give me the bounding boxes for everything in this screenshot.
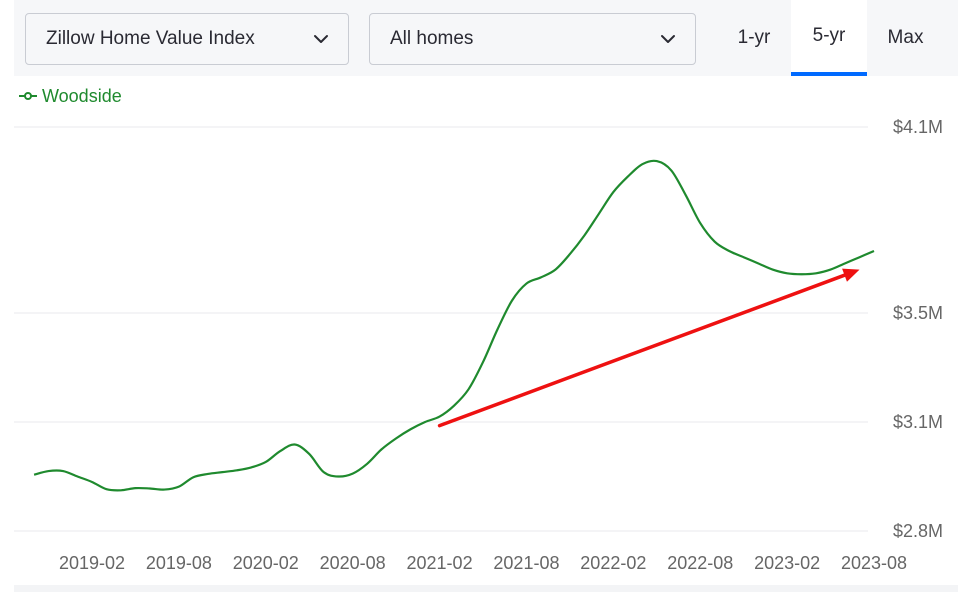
data-point[interactable]	[421, 418, 429, 426]
data-point[interactable]	[218, 468, 226, 476]
data-point[interactable]	[146, 484, 154, 492]
data-point[interactable]	[247, 463, 255, 471]
y-axis-ticks: $4.1M $3.5M $3.1M $2.8M	[893, 117, 943, 541]
data-point[interactable]	[740, 253, 748, 261]
x-tick-label: 2019-08	[146, 553, 212, 573]
data-point[interactable]	[88, 478, 96, 486]
home-type-select-value: All homes	[390, 28, 474, 49]
data-point[interactable]	[59, 467, 67, 475]
chevron-down-icon	[661, 35, 675, 43]
data-point[interactable]	[638, 160, 646, 168]
x-axis-ticks: 2019-02 2019-08 2020-02 2020-08 2021-02 2021-…	[59, 553, 907, 573]
data-point[interactable]	[378, 445, 386, 453]
x-tick-label: 2022-08	[667, 553, 733, 573]
data-point[interactable]	[305, 450, 313, 458]
data-point[interactable]	[392, 434, 400, 442]
series-layer	[30, 157, 878, 494]
y-tick-label: $2.8M	[893, 521, 943, 541]
data-point[interactable]	[117, 486, 125, 494]
chart-legend[interactable]: Woodside	[18, 84, 122, 108]
x-tick-label: 2021-02	[407, 553, 473, 573]
data-point[interactable]	[493, 325, 501, 333]
x-tick-label: 2021-08	[493, 553, 559, 573]
data-point[interactable]	[407, 425, 415, 433]
series-line-woodside[interactable]	[33, 159, 875, 492]
data-point[interactable]	[204, 470, 212, 478]
x-tick-label: 2023-02	[754, 553, 820, 573]
annotation-layer	[437, 268, 860, 428]
data-point[interactable]	[595, 210, 603, 218]
data-point[interactable]	[160, 486, 168, 494]
x-tick-label: 2020-08	[320, 553, 386, 573]
data-point[interactable]	[783, 269, 791, 277]
tab-5-yr[interactable]: 5-yr	[791, 0, 867, 76]
data-point[interactable]	[827, 266, 835, 274]
data-point[interactable]	[580, 232, 588, 240]
data-point[interactable]	[812, 269, 820, 277]
metric-select-value: Zillow Home Value Index	[46, 28, 255, 49]
y-tick-label: $3.5M	[893, 303, 943, 323]
legend-label-woodside: Woodside	[42, 85, 122, 106]
data-point[interactable]	[667, 166, 675, 174]
data-point[interactable]	[870, 247, 878, 255]
data-point[interactable]	[653, 157, 661, 165]
data-point[interactable]	[189, 473, 197, 481]
data-point[interactable]	[609, 188, 617, 196]
data-point[interactable]	[175, 483, 183, 491]
data-point[interactable]	[363, 460, 371, 468]
home-type-select[interactable]: All homes	[369, 13, 696, 65]
chevron-down-icon	[314, 35, 328, 43]
data-point[interactable]	[479, 358, 487, 366]
data-point[interactable]	[102, 485, 110, 493]
data-point[interactable]	[262, 458, 270, 466]
data-point[interactable]	[841, 259, 849, 267]
data-point[interactable]	[30, 471, 38, 479]
annotation-arrow-head	[842, 268, 860, 282]
data-point[interactable]	[798, 270, 806, 278]
data-point[interactable]	[320, 468, 328, 476]
data-point[interactable]	[349, 470, 357, 478]
tab-max[interactable]: Max	[887, 27, 924, 48]
data-point[interactable]	[711, 238, 719, 246]
y-tick-label: $3.1M	[893, 412, 943, 432]
data-point[interactable]	[769, 266, 777, 274]
data-point[interactable]	[276, 447, 284, 455]
data-point[interactable]	[131, 484, 139, 492]
data-point[interactable]	[566, 250, 574, 258]
data-point[interactable]	[450, 402, 458, 410]
tab-1-yr[interactable]: 1-yr	[737, 27, 771, 48]
bottom-divider	[14, 585, 958, 592]
legend-line-marker-icon	[19, 92, 37, 100]
y-tick-label: $4.1M	[893, 117, 943, 137]
metric-select[interactable]: Zillow Home Value Index	[25, 13, 349, 65]
data-point[interactable]	[696, 219, 704, 227]
data-point[interactable]	[624, 173, 632, 181]
data-point[interactable]	[74, 473, 82, 481]
data-point[interactable]	[725, 247, 733, 255]
data-point[interactable]	[508, 297, 516, 305]
data-point[interactable]	[436, 413, 444, 421]
data-point[interactable]	[682, 191, 690, 199]
data-point[interactable]	[856, 253, 864, 261]
data-point[interactable]	[45, 467, 53, 475]
data-point[interactable]	[334, 473, 342, 481]
x-tick-label: 2022-02	[580, 553, 646, 573]
data-point[interactable]	[551, 266, 559, 274]
x-tick-label: 2020-02	[233, 553, 299, 573]
data-point[interactable]	[537, 273, 545, 281]
data-point[interactable]	[754, 259, 762, 267]
gridlines	[14, 126, 868, 532]
data-point[interactable]	[522, 280, 530, 288]
data-point[interactable]	[465, 385, 473, 393]
x-tick-label: 2023-08	[841, 553, 907, 573]
annotation-arrow-shaft	[437, 273, 847, 428]
data-point[interactable]	[233, 466, 241, 474]
data-point[interactable]	[291, 441, 299, 449]
x-tick-label: 2019-02	[59, 553, 125, 573]
